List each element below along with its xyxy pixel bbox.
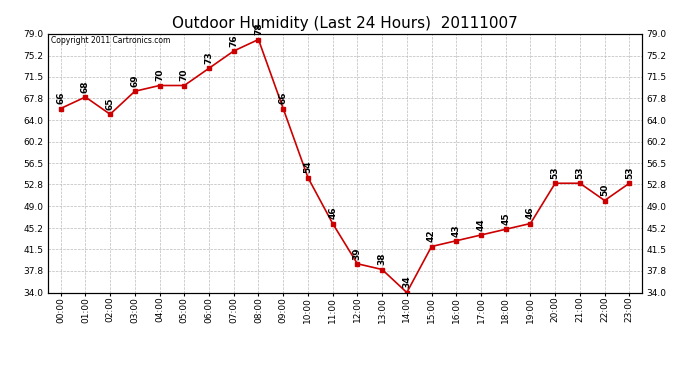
Title: Outdoor Humidity (Last 24 Hours)  20111007: Outdoor Humidity (Last 24 Hours) 2011100… xyxy=(172,16,518,31)
Text: 50: 50 xyxy=(600,184,609,196)
Text: 54: 54 xyxy=(304,161,313,173)
Text: 76: 76 xyxy=(229,34,238,47)
Text: 65: 65 xyxy=(106,98,115,110)
Text: 46: 46 xyxy=(526,207,535,219)
Text: 46: 46 xyxy=(328,207,337,219)
Text: 38: 38 xyxy=(377,253,386,266)
Text: 53: 53 xyxy=(551,166,560,179)
Text: 73: 73 xyxy=(204,51,213,64)
Text: 53: 53 xyxy=(625,166,634,179)
Text: 70: 70 xyxy=(155,69,164,81)
Text: 43: 43 xyxy=(452,224,461,237)
Text: 53: 53 xyxy=(575,166,584,179)
Text: 39: 39 xyxy=(353,247,362,259)
Text: 66: 66 xyxy=(279,92,288,104)
Text: 44: 44 xyxy=(477,218,486,231)
Text: 34: 34 xyxy=(402,276,411,288)
Text: Copyright 2011 Cartronics.com: Copyright 2011 Cartronics.com xyxy=(51,36,170,45)
Text: 45: 45 xyxy=(501,213,510,225)
Text: 42: 42 xyxy=(427,230,436,242)
Text: 66: 66 xyxy=(56,92,65,104)
Text: 68: 68 xyxy=(81,80,90,93)
Text: 70: 70 xyxy=(180,69,189,81)
Text: 69: 69 xyxy=(130,75,139,87)
Text: 78: 78 xyxy=(254,23,263,35)
